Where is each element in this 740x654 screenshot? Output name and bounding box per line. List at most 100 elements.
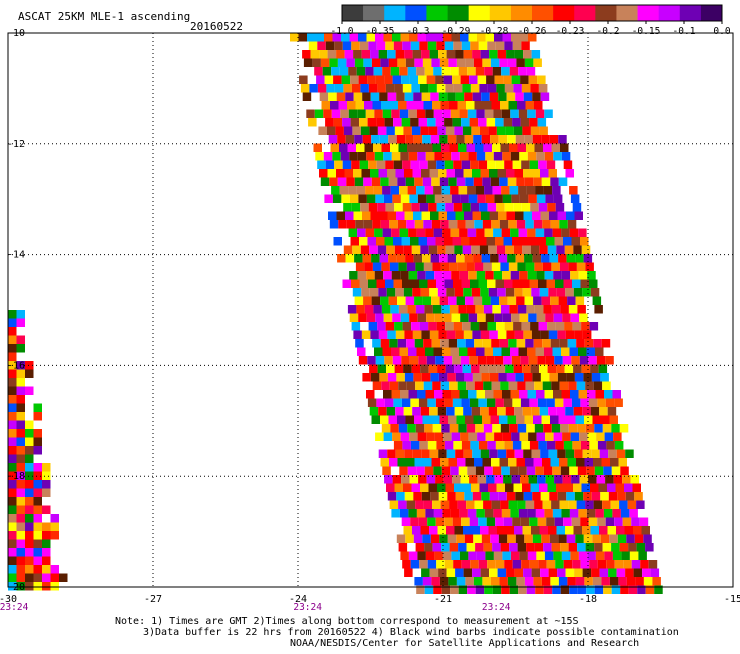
swath-cell [429, 449, 439, 458]
swath-cell [360, 203, 369, 212]
swath-cell [339, 67, 349, 76]
swath-cell [439, 415, 448, 424]
swath-cell [436, 160, 445, 169]
swath-cell [483, 500, 492, 509]
swath-cell [312, 58, 321, 67]
swath-cell [377, 126, 387, 135]
swath-cell [530, 245, 540, 254]
swath-cell [496, 203, 505, 212]
swath-cell [515, 211, 524, 220]
swath-cell [400, 33, 409, 42]
swath-cell [422, 135, 431, 144]
swath-cell [408, 390, 417, 399]
swath-cell [517, 543, 527, 552]
swath-cell [424, 585, 434, 594]
swath-cell [314, 109, 324, 118]
colorbar-label: -0.28 [480, 26, 509, 37]
swath-cell [506, 50, 515, 59]
swath-cell [558, 296, 568, 305]
swath-cell [406, 262, 416, 271]
swath-cell [432, 262, 441, 271]
swath-cell [372, 262, 382, 271]
swath-cell [324, 194, 333, 203]
swath-cell [495, 237, 504, 246]
swath-cell [425, 509, 434, 518]
swath-cell [463, 526, 472, 535]
swath-cell [579, 313, 588, 322]
swath-cell [546, 237, 555, 246]
swath-cell [546, 279, 555, 288]
swath-cell [555, 322, 565, 331]
swath-cell [517, 424, 527, 433]
swath-cell [630, 475, 640, 484]
swath-cell [515, 534, 525, 543]
swath-cell [358, 194, 367, 203]
swath-cell [420, 364, 429, 373]
swath-cell [505, 245, 514, 254]
swath-cell [460, 432, 469, 441]
swath-cell [601, 577, 610, 586]
swath-cell [429, 526, 438, 535]
swath-cell [576, 339, 585, 348]
swath-cell [16, 395, 25, 404]
swath-cell [493, 390, 502, 399]
swath-cell [328, 92, 337, 101]
swath-cell [472, 211, 481, 220]
swath-cell [449, 424, 459, 433]
swath-cell [16, 582, 25, 591]
swath-cell [401, 517, 411, 526]
swath-cell [446, 169, 455, 178]
swath-cell [411, 126, 421, 135]
swath-cell [504, 441, 513, 450]
swath-cell [407, 424, 416, 433]
swath-cell [459, 152, 469, 161]
swath-cell [572, 279, 581, 288]
swath-cell [545, 432, 554, 441]
swath-cell [529, 517, 538, 526]
swath-cell [591, 449, 600, 458]
swath-cell [433, 186, 442, 195]
swath-cell [367, 237, 376, 246]
swath-cell [33, 403, 42, 412]
swath-cell [437, 407, 447, 416]
swath-cell [502, 313, 512, 322]
swath-cell [523, 492, 533, 501]
swath-cell [466, 424, 476, 433]
swath-cell [524, 135, 533, 144]
swath-cell [463, 288, 472, 297]
swath-cell [349, 33, 358, 42]
swath-cell [320, 58, 330, 67]
swath-cell [561, 347, 570, 356]
swath-cell [475, 67, 485, 76]
swath-cell [366, 152, 375, 161]
swath-cell [455, 92, 465, 101]
lat-tick-label: -20 [7, 582, 25, 593]
swath-cell [350, 118, 360, 127]
swath-cell [497, 50, 507, 59]
swath-cell [546, 160, 556, 169]
colorbar-swatch [532, 5, 554, 21]
swath-cell [521, 41, 530, 50]
swath-cell [468, 390, 477, 399]
swath-cell [380, 339, 390, 348]
swath-cell [410, 41, 420, 50]
swath-cell [492, 143, 501, 152]
swath-cell [303, 58, 313, 67]
swath-cell [468, 152, 477, 161]
swath-cell [544, 228, 553, 237]
swath-cell [623, 560, 632, 569]
swath-cell [635, 577, 644, 586]
swath-cell [533, 296, 542, 305]
swath-cell [637, 585, 646, 594]
swath-cell [641, 526, 650, 535]
swath-cell [431, 577, 440, 586]
swath-cell [499, 339, 509, 348]
swath-cell [532, 373, 541, 382]
swath-cell [491, 381, 501, 390]
swath-cell [16, 505, 25, 514]
swath-cell [444, 237, 453, 246]
swath-cell [487, 41, 496, 50]
swath-cell [595, 390, 604, 399]
swath-cell [512, 279, 521, 288]
swath-cell [441, 67, 451, 76]
